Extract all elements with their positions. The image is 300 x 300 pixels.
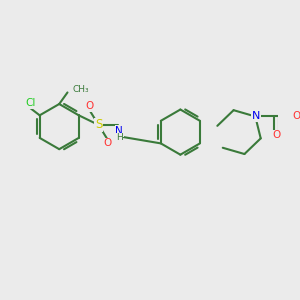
Text: N: N — [116, 126, 123, 136]
Text: O: O — [86, 101, 94, 112]
Text: CH₃: CH₃ — [72, 85, 89, 94]
Text: O: O — [103, 138, 112, 148]
Text: N: N — [252, 111, 260, 122]
Text: O: O — [293, 111, 300, 122]
Text: O: O — [273, 130, 281, 140]
Text: Cl: Cl — [26, 98, 36, 109]
Text: H: H — [116, 134, 123, 142]
Text: S: S — [95, 118, 102, 131]
